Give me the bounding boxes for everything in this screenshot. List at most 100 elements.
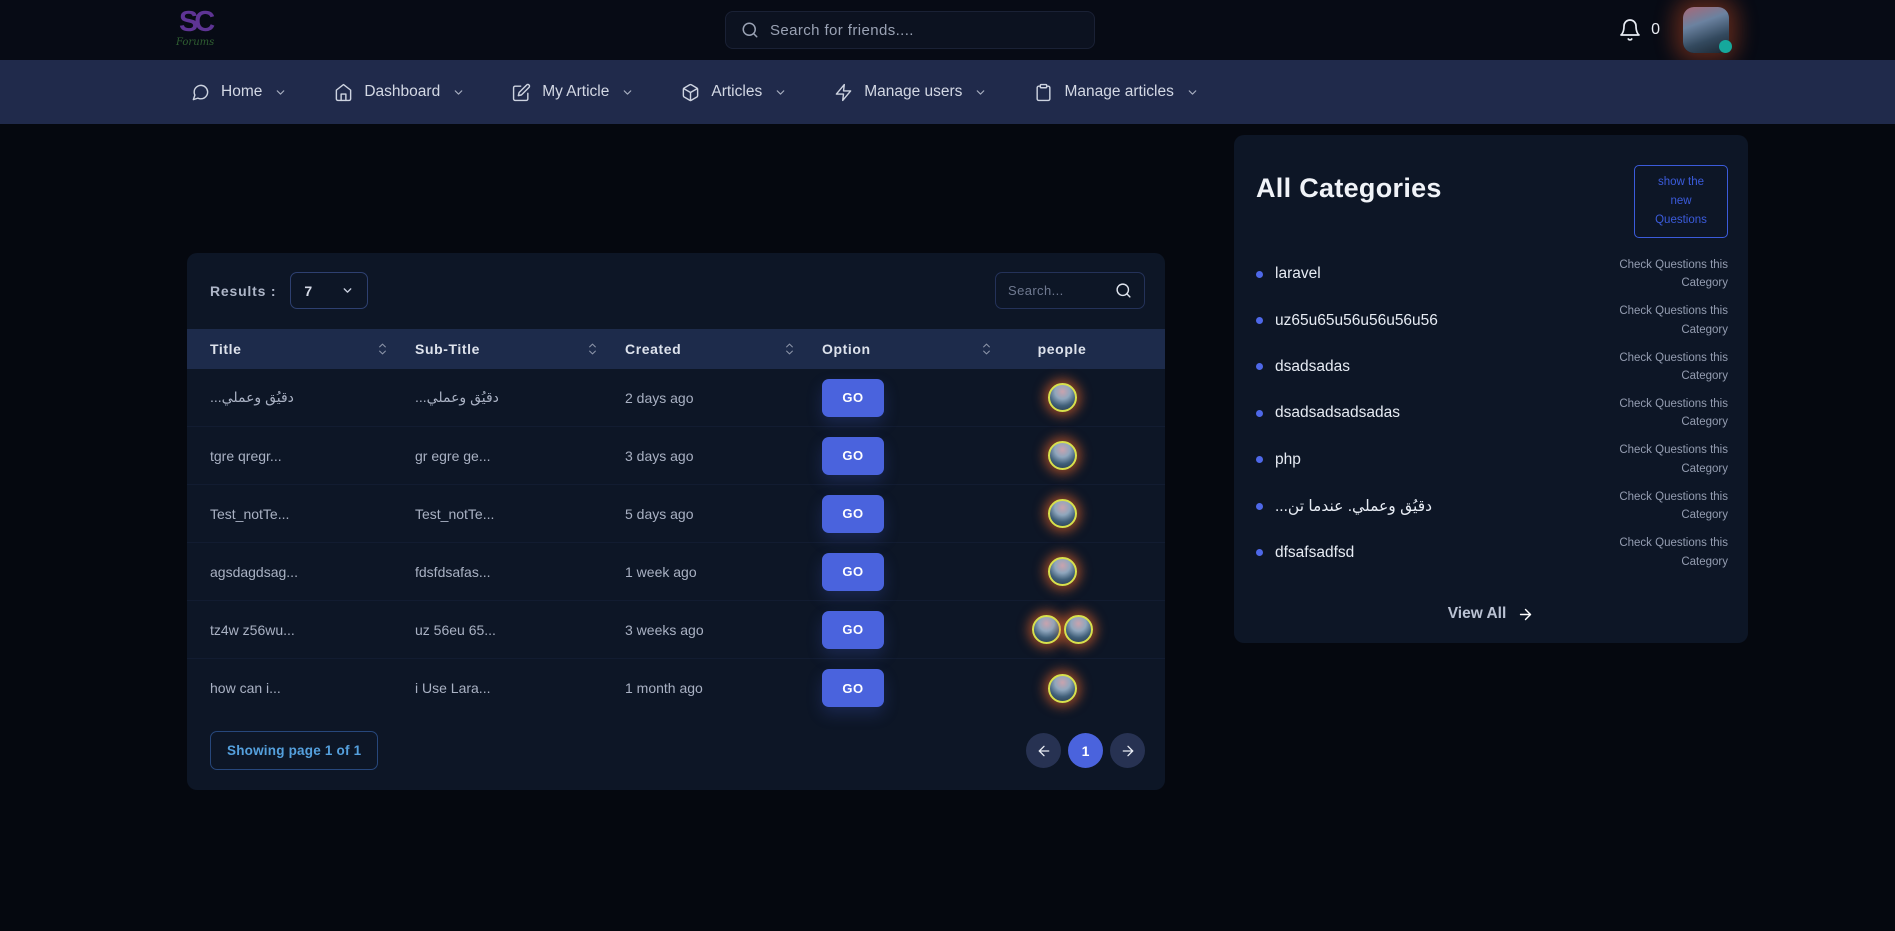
nav-item-dashboard[interactable]: Dashboard (334, 83, 465, 102)
top-right-group: 0 (1618, 0, 1732, 60)
bullet-icon (1256, 502, 1263, 510)
cell-created: 1 week ago (625, 563, 697, 580)
sort-icon (982, 343, 991, 355)
next-page-button[interactable] (1110, 733, 1145, 768)
cell-subtitle: uz 56eu 65... (415, 621, 496, 638)
cell-subtitle: دقيُق وعملي... (415, 389, 499, 405)
table-row: how can i... i Use Lara... 1 month ago G… (187, 659, 1165, 717)
show-new-questions-button[interactable]: show the new Questions (1634, 165, 1728, 238)
nav-item-my-article[interactable]: My Article (512, 83, 634, 102)
nav-item-home[interactable]: Home (191, 83, 287, 102)
category-name[interactable]: دقيُق وعملي. عندما تن... (1275, 497, 1433, 515)
chevron-down-icon (774, 86, 787, 99)
column-header-option[interactable]: Option (822, 341, 1019, 357)
chevron-down-icon (621, 86, 634, 99)
cell-subtitle: i Use Lara... (415, 680, 491, 696)
go-button[interactable]: GO (822, 494, 884, 533)
page-controls: 1 (1026, 733, 1145, 768)
category-name[interactable]: dsadsadsadsadas (1275, 404, 1400, 422)
nav-item-manage-users[interactable]: Manage users (834, 83, 987, 102)
friends-search (725, 11, 1095, 49)
go-button[interactable]: GO (822, 669, 884, 707)
categories-header: All Categories show the new Questions (1256, 165, 1728, 238)
nav-item-articles[interactable]: Articles (681, 83, 787, 102)
page-number-button[interactable]: 1 (1068, 733, 1103, 768)
go-button[interactable]: GO (822, 552, 884, 591)
notifications-button[interactable]: 0 (1618, 18, 1660, 42)
nav-label: Manage users (864, 83, 963, 100)
nav-label: Home (221, 83, 263, 100)
cell-subtitle: gr egre ge... (415, 447, 491, 464)
go-button[interactable]: GO (822, 610, 884, 649)
bullet-icon (1256, 363, 1263, 371)
nav-label: Manage articles (1064, 83, 1174, 100)
column-label: Created (625, 341, 682, 357)
table-row: agsdagdsag... fdsfdsafas... 1 week ago G… (187, 543, 1165, 601)
check-questions-link[interactable]: Check Questions this Category (1619, 444, 1728, 475)
person-avatar[interactable] (1031, 615, 1061, 644)
column-header-title[interactable]: Title (210, 341, 415, 357)
bullet-icon (1256, 317, 1263, 325)
chevron-down-icon (974, 86, 987, 99)
table-row: Test_notTe... Test_notTe... 5 days ago G… (187, 485, 1165, 543)
check-questions-link[interactable]: Check Questions this Category (1619, 537, 1728, 568)
nav-label: Dashboard (364, 83, 441, 100)
column-label: Option (822, 341, 871, 357)
go-button[interactable]: GO (822, 378, 884, 417)
category-name[interactable]: dsadsadas (1275, 357, 1350, 375)
pagination: Showing page 1 of 1 1 (210, 731, 1145, 770)
go-button[interactable]: GO (822, 436, 884, 475)
online-status-dot (1719, 40, 1732, 53)
check-questions-link[interactable]: Check Questions this Category (1619, 258, 1728, 290)
cell-title: how can i... (210, 680, 281, 696)
column-label: people (1037, 341, 1087, 357)
person-avatar[interactable] (1047, 441, 1077, 470)
list-item: dfsafsadfsd Check Questions this Categor… (1256, 529, 1728, 575)
category-name[interactable]: php (1275, 450, 1301, 468)
column-header-subtitle[interactable]: Sub-Title (415, 341, 625, 357)
user-avatar[interactable] (1683, 7, 1732, 53)
column-header-people: people (1019, 341, 1165, 357)
category-name[interactable]: dfsafsadfsd (1275, 543, 1355, 561)
sort-icon (378, 343, 387, 355)
list-item: dsadsadsadsadas Check Questions this Cat… (1256, 390, 1728, 436)
table-search-input[interactable] (1008, 283, 1107, 298)
previous-page-button[interactable] (1026, 733, 1061, 768)
person-avatar[interactable] (1047, 383, 1077, 412)
category-name[interactable]: laravel (1275, 265, 1321, 283)
check-questions-link[interactable]: Check Questions this Category (1619, 305, 1728, 336)
person-avatar[interactable] (1063, 615, 1093, 644)
cell-created: 3 weeks ago (625, 621, 704, 638)
friends-search-input[interactable] (770, 21, 1079, 39)
column-header-created[interactable]: Created (625, 341, 822, 357)
search-icon[interactable] (1115, 282, 1132, 299)
check-questions-link[interactable]: Check Questions this Category (1619, 351, 1728, 382)
main-nav: Home Dashboard My Article Articles (0, 60, 1895, 124)
column-label: Sub-Title (415, 341, 481, 357)
search-icon (741, 21, 759, 39)
person-avatar[interactable] (1047, 557, 1077, 586)
list-item: php Check Questions this Category (1256, 437, 1728, 483)
check-questions-link[interactable]: Check Questions this Category (1619, 397, 1728, 429)
cell-subtitle: Test_notTe... (415, 505, 495, 522)
nav-item-manage-articles[interactable]: Manage articles (1034, 83, 1198, 102)
logo-text: SC (178, 6, 215, 38)
list-item: دقيُق وعملي. عندما تن... Check Questions… (1256, 483, 1728, 529)
category-name[interactable]: uz65u65u56u56u56u56 (1275, 311, 1438, 329)
logo[interactable]: SC Forums (176, 6, 215, 49)
chevron-down-icon (341, 284, 354, 297)
categories-title: All Categories (1256, 173, 1442, 203)
check-questions-link[interactable]: Check Questions this Category (1619, 490, 1728, 522)
cell-title: tgre qregr... (210, 447, 282, 464)
arrow-right-icon (1120, 743, 1136, 759)
clipboard-icon (1034, 83, 1053, 102)
cell-title: Test_notTe... (210, 505, 290, 522)
person-avatar[interactable] (1047, 499, 1077, 528)
person-avatar[interactable] (1047, 673, 1077, 703)
results-label: Results : (210, 282, 277, 299)
bolt-icon (834, 83, 853, 102)
results-count-select[interactable]: 7 (290, 272, 369, 309)
view-all-link[interactable]: View All (1234, 605, 1748, 623)
table-header-row: Title Sub-Title Created Option (187, 329, 1165, 369)
table-controls: Results : 7 (210, 272, 1145, 309)
